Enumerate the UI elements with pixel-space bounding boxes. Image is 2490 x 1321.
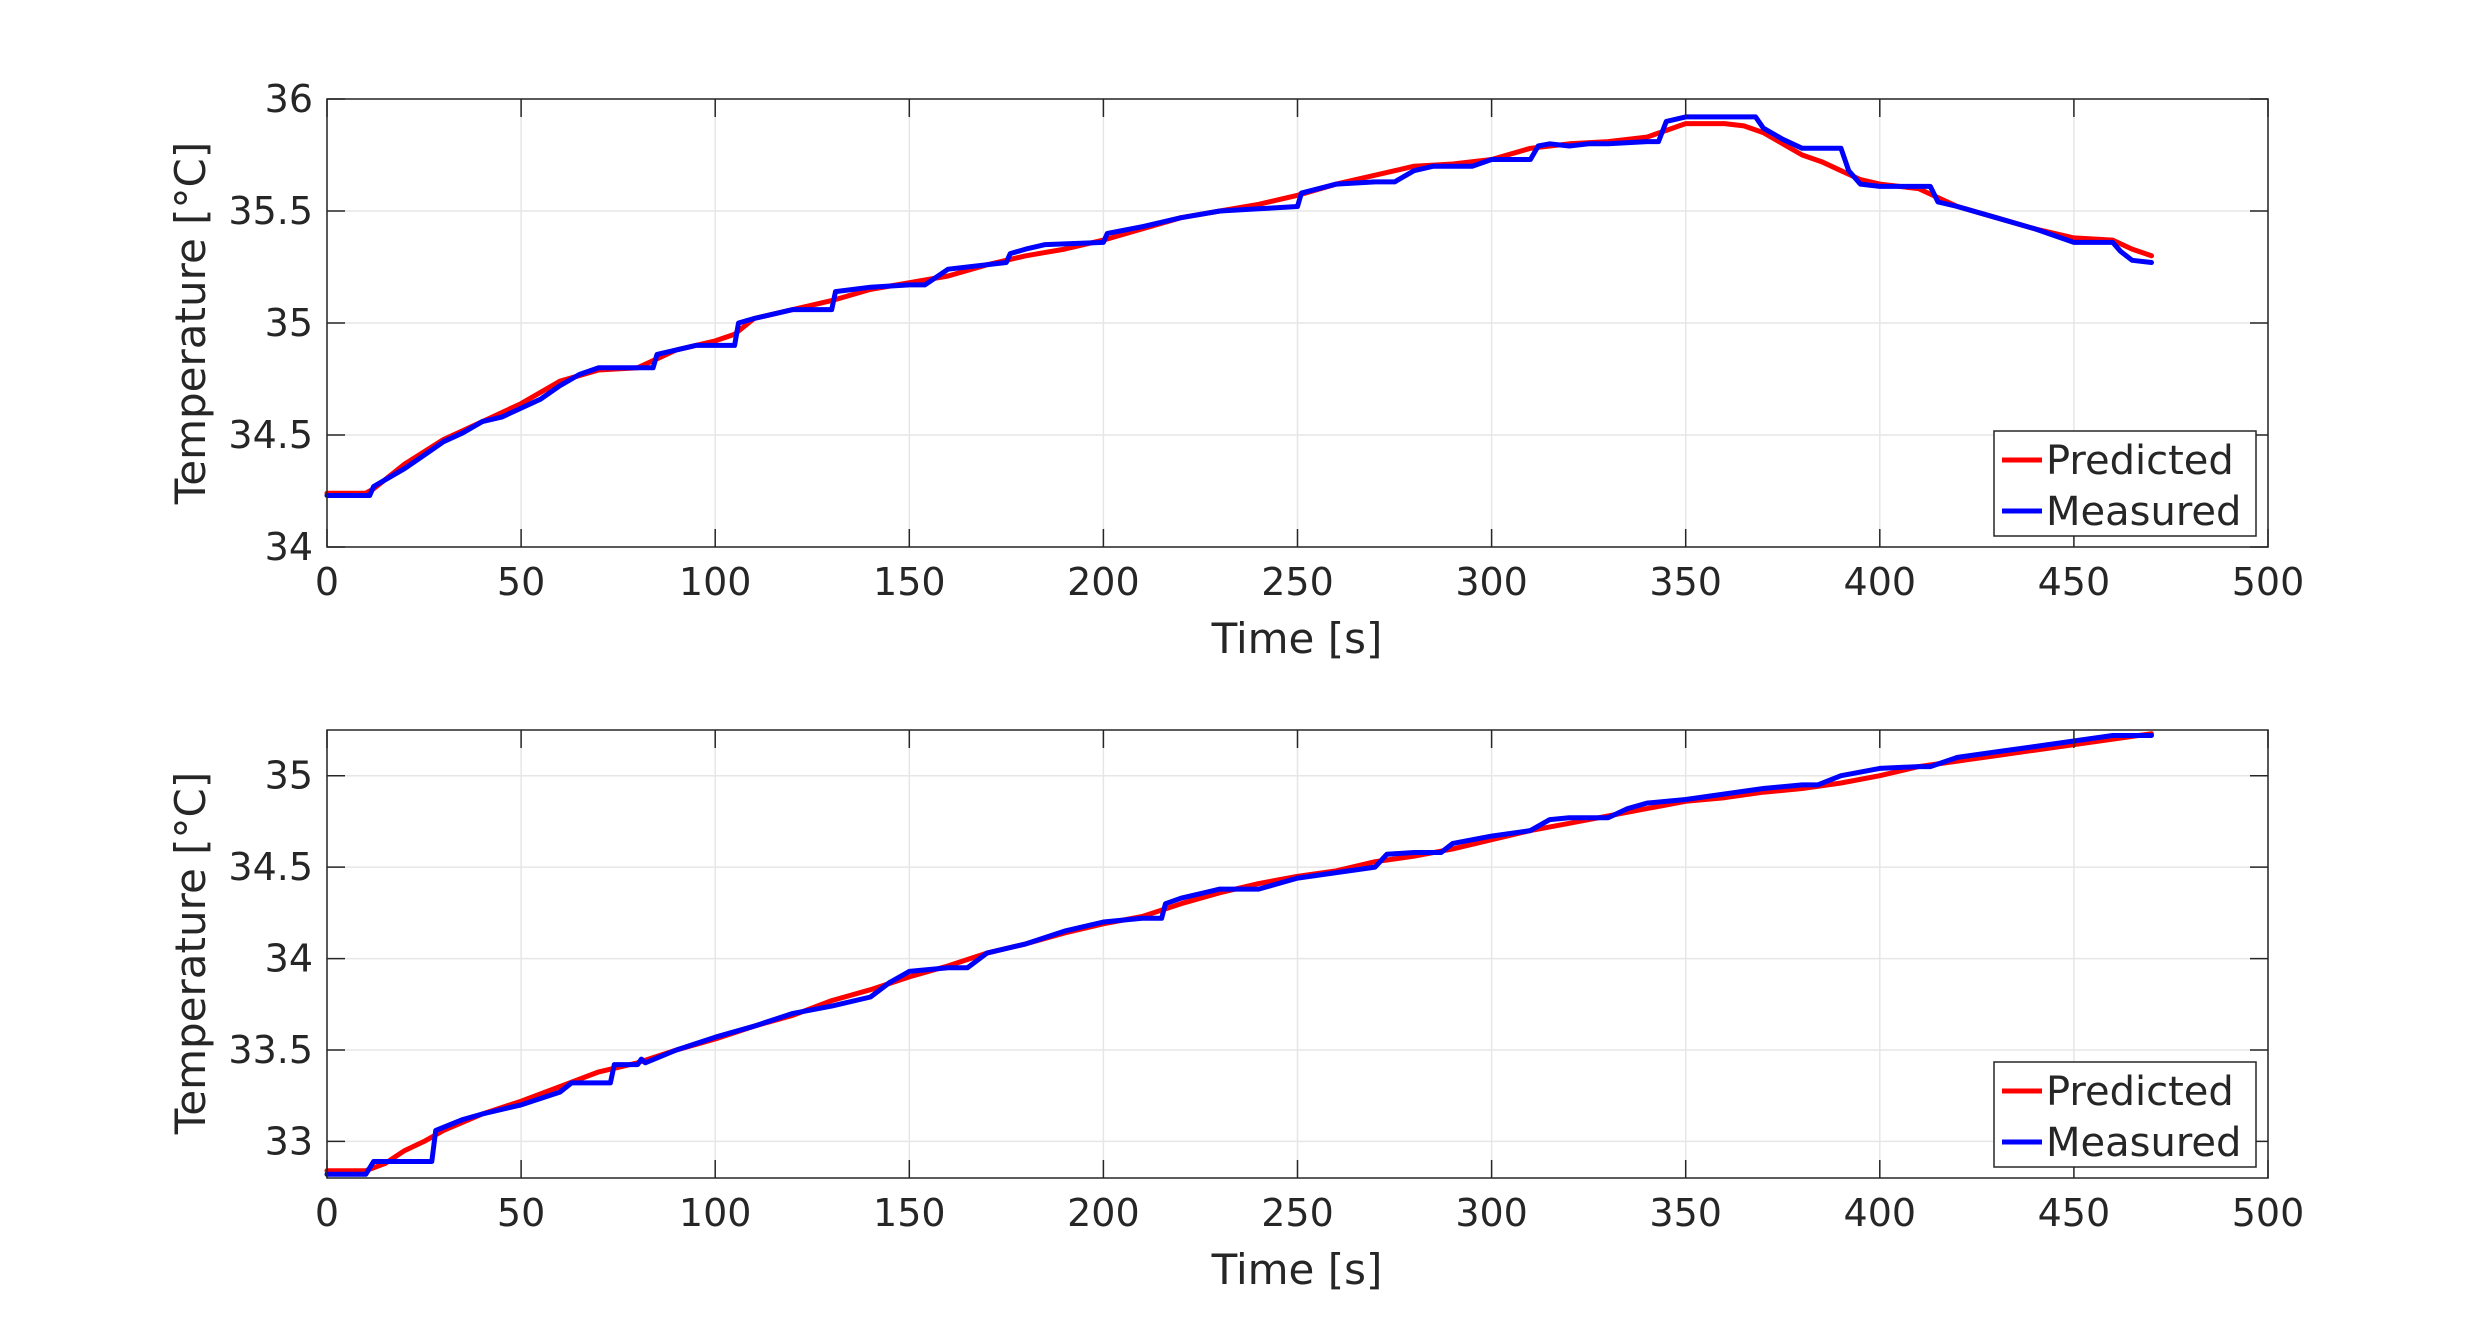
top-plot-ylabel: Temperature [°C] <box>166 142 215 506</box>
bottom-ytick-label: 33.5 <box>228 1028 313 1072</box>
top-plot: 0 50 100 150 200 250 300 350 400 450 500 34 34.5 35 35… <box>166 77 2304 663</box>
top-plot-ticks: 0 50 100 150 200 250 300 350 400 450 500 34 34.5 35 35… <box>228 77 2304 604</box>
bottom-legend-predicted-label: Predicted <box>2046 1069 2234 1115</box>
top-ytick-label: 34.5 <box>228 413 313 457</box>
bottom-plot: 0 50 100 150 200 250 300 350 400 450 500 33 33.5 34 34… <box>166 729 2304 1294</box>
bottom-plot-ticks: 0 50 100 150 200 250 300 350 400 450 500 33 33.5 34 34… <box>228 730 2304 1235</box>
top-ytick-label: 35 <box>265 301 313 345</box>
bottom-xtick-label: 400 <box>1844 1191 1917 1235</box>
top-ytick-label: 36 <box>265 77 313 121</box>
bottom-xtick-label: 250 <box>1261 1191 1334 1235</box>
bottom-xtick-label: 100 <box>679 1191 752 1235</box>
bottom-xtick-label: 500 <box>2232 1191 2305 1235</box>
top-plot-xlabel: Time [s] <box>1211 614 1383 663</box>
bottom-legend-box <box>1993 1061 2257 1168</box>
top-xtick-label: 450 <box>2038 560 2111 604</box>
top-xtick-label: 150 <box>873 560 946 604</box>
bottom-xtick-label: 450 <box>2038 1191 2111 1235</box>
top-xtick-label: 500 <box>2232 560 2305 604</box>
bottom-ytick-label: 34.5 <box>228 845 313 889</box>
bottom-plot-series <box>324 731 2154 1177</box>
top-xtick-label: 400 <box>1844 560 1917 604</box>
bottom-xtick-label: 350 <box>1649 1191 1722 1235</box>
bottom-plot-xlabel: Time [s] <box>1211 1245 1383 1294</box>
bottom-ytick-label: 34 <box>265 937 313 981</box>
top-xtick-label: 50 <box>497 560 545 604</box>
top-ytick-label: 34 <box>265 525 313 569</box>
top-xtick-label: 100 <box>679 560 752 604</box>
top-xtick-label: 250 <box>1261 560 1334 604</box>
bottom-ytick-label: 35 <box>265 754 313 798</box>
bottom-xtick-label: 0 <box>315 1191 339 1235</box>
top-legend-measured-label: Measured <box>2046 489 2241 535</box>
top-plot-series <box>324 114 2154 498</box>
bottom-xtick-label: 50 <box>497 1191 545 1235</box>
top-xtick-label: 200 <box>1067 560 1140 604</box>
top-series-measured-line <box>324 114 2154 498</box>
bottom-plot-legend: Predicted Measured <box>1993 1061 2257 1168</box>
top-legend-box <box>1993 430 2257 537</box>
bottom-plot-ylabel: Temperature [°C] <box>166 772 215 1136</box>
bottom-series-measured-line <box>324 733 2154 1177</box>
bottom-ytick-label: 33 <box>265 1119 313 1163</box>
bottom-xtick-label: 300 <box>1455 1191 1528 1235</box>
bottom-xtick-label: 150 <box>873 1191 946 1235</box>
top-xtick-label: 300 <box>1455 560 1528 604</box>
bottom-xtick-label: 200 <box>1067 1191 1140 1235</box>
top-xtick-label: 0 <box>315 560 339 604</box>
top-ytick-label: 35.5 <box>228 189 313 233</box>
top-plot-legend: Predicted Measured <box>1993 430 2257 537</box>
bottom-legend-measured-label: Measured <box>2046 1120 2241 1166</box>
top-xtick-label: 350 <box>1649 560 1722 604</box>
top-legend-predicted-label: Predicted <box>2046 438 2234 484</box>
